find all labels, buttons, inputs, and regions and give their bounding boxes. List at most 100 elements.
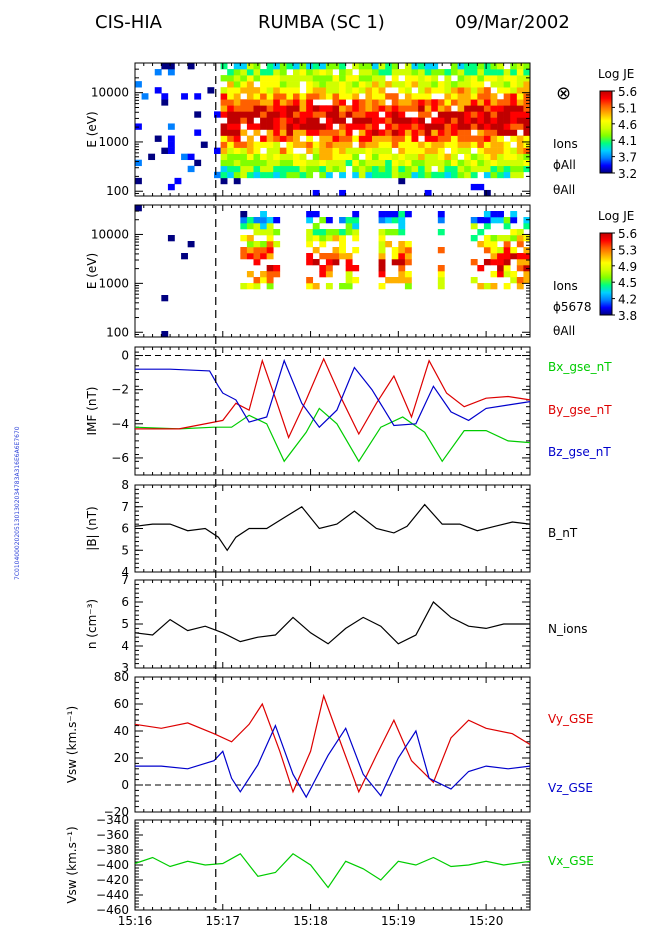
spectro-cell	[490, 153, 498, 161]
spectro-cell	[418, 69, 425, 76]
spectro-cell	[339, 247, 346, 254]
spectro-cell	[516, 117, 524, 124]
legend-By_gse_nT: By_gse_nT	[548, 403, 612, 417]
spectro-cell	[319, 105, 327, 112]
spectro-cell	[352, 87, 360, 94]
spectro-cell	[372, 135, 379, 142]
y-tick-label: −20	[104, 805, 129, 819]
spectro-cell	[312, 141, 320, 148]
spectro-cell	[312, 81, 320, 88]
spectro-cell	[516, 75, 524, 82]
spectro-cell	[404, 99, 412, 106]
spectro-cell	[372, 75, 379, 82]
spectro-cell	[378, 69, 386, 76]
spectro-cell	[240, 63, 248, 70]
spectro-cell	[345, 81, 353, 88]
spectro-cell	[240, 217, 248, 224]
spectro-cell	[319, 147, 327, 154]
spectro-cell	[503, 259, 511, 266]
spectro-cell	[332, 105, 340, 112]
spectro-cell	[319, 69, 327, 76]
spectro-cell	[233, 117, 241, 124]
spectro-cell	[306, 123, 314, 130]
spectro-cell	[306, 63, 314, 70]
spectro-cell	[325, 259, 333, 266]
spectro-cell	[286, 135, 294, 142]
spectro-cell	[398, 159, 406, 167]
spectro-cell	[497, 217, 504, 224]
spectro-cell	[385, 159, 393, 167]
spectro-cell	[437, 211, 445, 218]
side-label-ions: Ions	[553, 279, 578, 293]
spectro-cell	[260, 123, 267, 130]
spectro-cell	[523, 105, 531, 112]
y-tick-label: −6	[111, 451, 129, 465]
spectro-cell	[253, 253, 261, 260]
spectro-cell	[286, 93, 294, 100]
spectro-cell	[523, 147, 531, 154]
spectro-cell	[516, 283, 524, 290]
spectro-cell	[437, 271, 445, 278]
spectro-cell	[358, 81, 366, 88]
spectro-cell	[154, 87, 162, 94]
spectro-cell	[358, 75, 366, 82]
spectro-cell	[516, 141, 524, 148]
spectro-cell	[391, 211, 399, 218]
spectro-cell	[378, 99, 386, 106]
spectro-cell	[391, 75, 399, 82]
spectro-cell	[365, 135, 373, 142]
spectro-cell	[385, 117, 393, 124]
spectro-cell	[246, 87, 254, 94]
spectro-cell	[372, 123, 379, 130]
spectro-cell	[464, 93, 472, 100]
spectro-cell	[398, 211, 406, 218]
colorbar-tick-label: 4.6	[618, 118, 637, 132]
spectro-cell	[365, 129, 373, 136]
spectro-cell	[418, 117, 425, 124]
spectro-cell	[444, 141, 452, 148]
spectro-cell	[352, 81, 360, 88]
spectro-cell	[424, 75, 432, 82]
spectro-cell	[154, 135, 162, 142]
spectro-cell	[266, 75, 274, 82]
y-tick-label: 3	[121, 661, 129, 675]
colorbar-title: Log JE	[598, 209, 634, 223]
spectro-cell	[339, 165, 346, 173]
spectro-cell	[325, 111, 333, 118]
spectro-cell	[457, 105, 465, 112]
spectro-cell	[161, 147, 169, 154]
spectro-cell	[516, 253, 524, 260]
spectro-cell	[352, 75, 360, 82]
spectro-cell	[246, 171, 254, 179]
spectro-cell	[391, 277, 399, 284]
spectro-cell	[378, 235, 386, 242]
spectro-cell	[233, 87, 241, 94]
spectro-cell	[497, 75, 504, 82]
spectro-cell	[470, 217, 478, 224]
spectro-cell	[411, 105, 419, 112]
y-tick-label: 80	[114, 670, 129, 684]
spectro-cell	[319, 141, 327, 148]
spectro-cell	[431, 69, 439, 76]
spectro-cell	[404, 271, 412, 278]
spectro-cell	[194, 159, 202, 167]
spectro-cell	[332, 117, 340, 124]
y-axis-label: Vsw (km.s⁻¹)	[65, 706, 79, 783]
spectro-cell	[332, 93, 340, 100]
spectro-cell	[332, 111, 340, 118]
spectro-cell	[483, 129, 491, 136]
spectro-cell	[358, 165, 366, 173]
spectro-cell	[339, 159, 346, 167]
spectro-cell	[345, 271, 353, 278]
spectro-cell	[266, 129, 274, 136]
spectro-cell	[319, 81, 327, 88]
spectro-cell	[523, 223, 531, 230]
spectro-cell	[365, 105, 373, 112]
spectro-cell	[266, 241, 274, 248]
spectro-cell	[246, 117, 254, 124]
x-tick-label: 15:18	[293, 914, 328, 928]
spectro-cell	[523, 69, 531, 76]
spectro-cell	[451, 123, 458, 130]
spectro-cell	[240, 153, 248, 161]
spectro-cell	[135, 177, 142, 185]
